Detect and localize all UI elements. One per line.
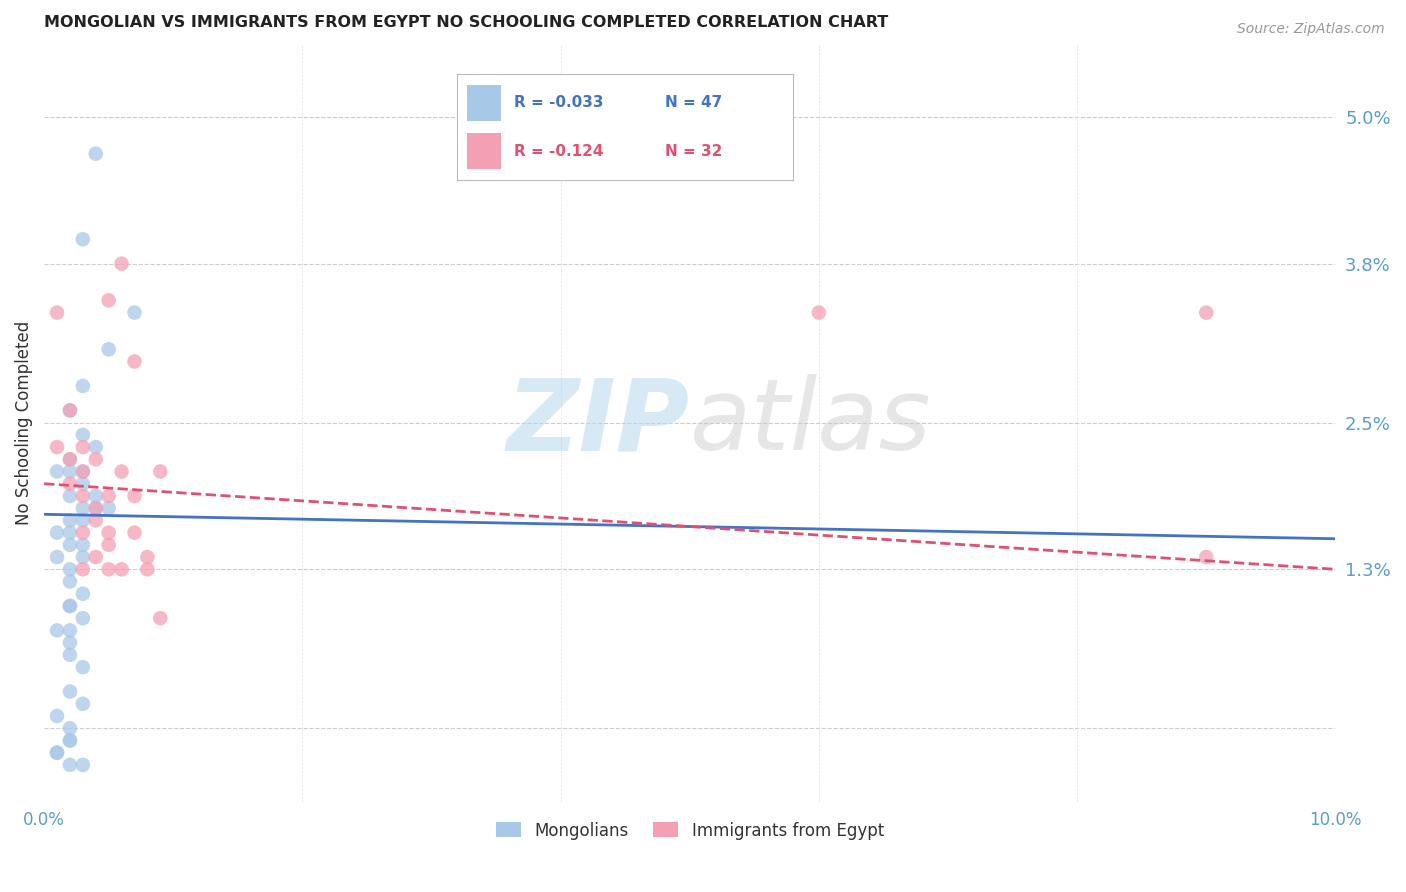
Point — [72, 501, 94, 516]
Point — [72, 587, 94, 601]
Point — [72, 660, 94, 674]
Point — [84, 501, 107, 516]
Point — [59, 599, 82, 613]
Point — [1195, 305, 1218, 319]
Point — [72, 465, 94, 479]
Point — [59, 758, 82, 772]
Point — [84, 489, 107, 503]
Point — [59, 599, 82, 613]
Y-axis label: No Schooling Completed: No Schooling Completed — [15, 320, 32, 524]
Point — [46, 746, 69, 760]
Point — [59, 574, 82, 589]
Point — [46, 305, 69, 319]
Point — [72, 476, 94, 491]
Point — [59, 476, 82, 491]
Point — [46, 624, 69, 638]
Text: atlas: atlas — [690, 374, 931, 471]
Point — [149, 611, 172, 625]
Point — [46, 525, 69, 540]
Point — [136, 562, 159, 576]
Point — [124, 305, 146, 319]
Point — [1195, 550, 1218, 565]
Point — [59, 733, 82, 747]
Point — [72, 562, 94, 576]
Point — [72, 513, 94, 527]
Point — [59, 733, 82, 747]
Point — [59, 684, 82, 698]
Point — [59, 489, 82, 503]
Point — [59, 465, 82, 479]
Point — [124, 525, 146, 540]
Point — [110, 562, 132, 576]
Point — [46, 746, 69, 760]
Text: ZIP: ZIP — [506, 374, 690, 471]
Point — [84, 501, 107, 516]
Point — [72, 525, 94, 540]
Point — [59, 624, 82, 638]
Point — [59, 452, 82, 467]
Point — [72, 550, 94, 565]
Point — [97, 293, 120, 308]
Point — [136, 550, 159, 565]
Point — [84, 146, 107, 161]
Point — [46, 709, 69, 723]
Point — [97, 525, 120, 540]
Point — [84, 440, 107, 454]
Point — [97, 489, 120, 503]
Point — [72, 232, 94, 246]
Point — [59, 635, 82, 649]
Point — [72, 379, 94, 393]
Point — [59, 403, 82, 417]
Point — [124, 489, 146, 503]
Point — [72, 611, 94, 625]
Point — [110, 465, 132, 479]
Point — [72, 489, 94, 503]
Point — [84, 513, 107, 527]
Point — [72, 427, 94, 442]
Point — [72, 538, 94, 552]
Point — [97, 538, 120, 552]
Point — [59, 403, 82, 417]
Point — [84, 452, 107, 467]
Point — [807, 305, 830, 319]
Point — [59, 452, 82, 467]
Point — [72, 440, 94, 454]
Point — [124, 354, 146, 368]
Point — [84, 550, 107, 565]
Point — [72, 697, 94, 711]
Point — [59, 525, 82, 540]
Point — [59, 562, 82, 576]
Point — [46, 550, 69, 565]
Point — [46, 440, 69, 454]
Point — [110, 257, 132, 271]
Point — [46, 465, 69, 479]
Point — [149, 465, 172, 479]
Text: MONGOLIAN VS IMMIGRANTS FROM EGYPT NO SCHOOLING COMPLETED CORRELATION CHART: MONGOLIAN VS IMMIGRANTS FROM EGYPT NO SC… — [44, 15, 889, 30]
Legend: Mongolians, Immigrants from Egypt: Mongolians, Immigrants from Egypt — [489, 815, 890, 847]
Text: Source: ZipAtlas.com: Source: ZipAtlas.com — [1237, 22, 1385, 37]
Point — [59, 721, 82, 735]
Point — [72, 758, 94, 772]
Point — [59, 648, 82, 662]
Point — [72, 465, 94, 479]
Point — [59, 538, 82, 552]
Point — [59, 513, 82, 527]
Point — [97, 562, 120, 576]
Point — [97, 343, 120, 357]
Point — [97, 501, 120, 516]
